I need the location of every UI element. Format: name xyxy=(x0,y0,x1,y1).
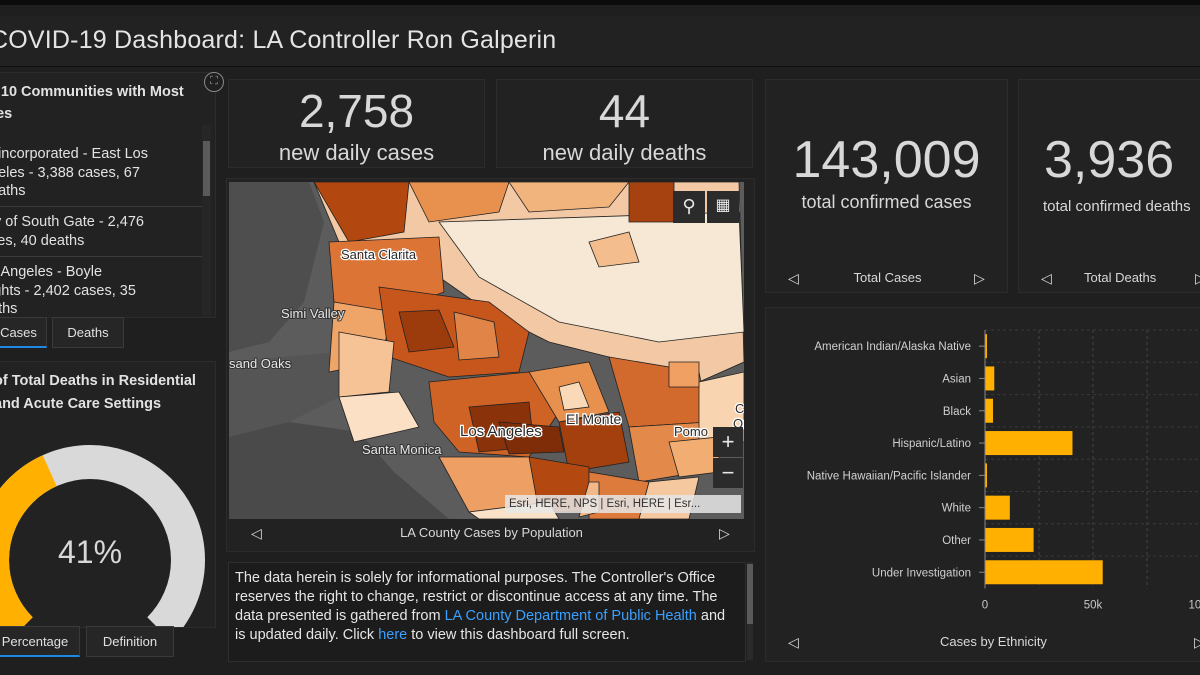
prev-arrow-icon[interactable]: ◁ xyxy=(788,270,799,286)
gauge-fill xyxy=(0,455,58,627)
total-deaths-value: 3,936 xyxy=(1044,131,1175,189)
next-arrow-icon[interactable]: ▷ xyxy=(719,525,730,541)
bar xyxy=(985,334,987,359)
gauge-value: 41% xyxy=(57,534,123,570)
next-arrow-icon[interactable]: ▷ xyxy=(974,270,985,286)
gauge-track xyxy=(0,445,205,627)
bar xyxy=(985,398,993,423)
x-tick-label: 50k xyxy=(1084,599,1103,611)
category-label: Black xyxy=(943,406,971,418)
map-label-santa-monica: Santa Monica xyxy=(362,442,442,457)
map-panel: Santa Clarita Simi Valley sand Oaks Los … xyxy=(226,178,755,552)
map-label-el-monte: El Monte xyxy=(566,411,621,427)
bar xyxy=(985,495,1010,520)
top-strip xyxy=(0,0,1200,5)
about-text: The data herein is solely for informatio… xyxy=(229,563,745,645)
map-search-icon[interactable]: ⚲ xyxy=(673,191,705,223)
map-label-thousand-oaks: sand Oaks xyxy=(229,356,292,371)
map-label-cucamonga: Cu xyxy=(735,401,744,416)
list-item[interactable]: s Angeles - Boyle ights - 2,402 cases, 3… xyxy=(0,264,136,317)
category-label: American Indian/Alaska Native xyxy=(814,341,971,353)
dashboard-header: COVID-19 Dashboard: LA Controller Ron Ga… xyxy=(0,16,1200,67)
bar xyxy=(985,366,995,391)
total-cases-nav-label: Total Cases xyxy=(853,270,922,285)
total-cases-label: total confirmed cases xyxy=(801,192,972,212)
about-scrollbar[interactable] xyxy=(747,562,753,660)
total-deaths-indicator: 3,936 total confirmed deaths ◁ Total Dea… xyxy=(1018,79,1200,293)
ethnicity-nav: ◁ Cases by Ethnicity ▷ xyxy=(766,634,1200,654)
expand-icon[interactable]: ⛶ xyxy=(204,72,224,92)
tab-percentage[interactable]: Percentage xyxy=(0,626,80,657)
category-label: Other xyxy=(942,535,971,547)
fullscreen-link[interactable]: here xyxy=(378,627,408,643)
bar xyxy=(985,431,1073,456)
map-attribution: Esri, HERE, NPS | Esri, HERE | Esr... xyxy=(505,495,741,513)
about-text-3: to view this dashboard full screen. xyxy=(407,627,630,643)
daily-deaths-value: 44 xyxy=(598,85,651,137)
daily-deaths-label: new daily deaths xyxy=(542,140,707,165)
map-nav: ◁ LA County Cases by Population ▷ xyxy=(227,525,754,545)
map-label-los-angeles: Los Angeles xyxy=(460,423,542,440)
category-label: White xyxy=(942,503,971,515)
daily-cases-label: new daily cases xyxy=(278,140,435,165)
total-deaths-label: total confirmed deaths xyxy=(1043,198,1191,215)
zoom-in-button[interactable]: + xyxy=(713,427,743,457)
ethnicity-chart-panel: American Indian/Alaska Native Asian Black H… xyxy=(765,307,1200,662)
about-text-2: and is updated daily. Click xyxy=(235,608,726,643)
bar xyxy=(985,463,987,488)
about-panel: The data herein is solely for informatio… xyxy=(228,562,746,662)
ethnicity-bar-chart: American Indian/Alaska Native Asian Black H… xyxy=(807,329,1200,611)
prev-arrow-icon[interactable]: ◁ xyxy=(251,525,262,541)
gauge-panel: of Total Deaths in Residential and Acute… xyxy=(0,361,216,628)
about-scrollbar-thumb[interactable] xyxy=(747,564,753,624)
daily-deaths-indicator: 44 new daily deaths xyxy=(496,79,753,168)
map-label-simi-valley: Simi Valley xyxy=(281,306,345,321)
page-title: COVID-19 Dashboard: LA Controller Ron Ga… xyxy=(0,26,557,54)
dph-link[interactable]: LA County Department of Public Health xyxy=(444,608,697,624)
tab-cases[interactable]: Cases xyxy=(0,317,47,348)
bar xyxy=(985,527,1034,552)
list-divider xyxy=(0,206,203,207)
total-deaths-nav-label: Total Deaths xyxy=(1084,270,1157,285)
next-arrow-icon[interactable]: ▷ xyxy=(1194,634,1200,651)
category-label: Native Hawaiian/Pacific Islander xyxy=(807,470,971,482)
ethnicity-nav-label: Cases by Ethnicity xyxy=(940,634,1047,649)
total-deaths-nav: ◁ Total Deaths ▷ xyxy=(1019,270,1200,288)
top-communities-panel: p 10 Communities with Most ses nincorpor… xyxy=(0,72,216,318)
list-divider xyxy=(0,256,203,257)
tab-deaths[interactable]: Deaths xyxy=(52,317,124,348)
choropleth-map[interactable]: Santa Clarita Simi Valley sand Oaks Los … xyxy=(229,182,744,519)
prev-arrow-icon[interactable]: ◁ xyxy=(1041,270,1052,286)
category-label: Under Investigation xyxy=(872,567,971,579)
daily-cases-value: 2,758 xyxy=(298,85,415,137)
list-item[interactable]: ty of South Gate - 2,476 ses, 40 deaths xyxy=(0,214,144,249)
zoom-out-button[interactable]: − xyxy=(713,458,743,488)
next-arrow-icon[interactable]: ▷ xyxy=(1195,270,1200,287)
total-cases-nav: ◁ Total Cases ▷ xyxy=(766,270,1007,288)
gauge-chart xyxy=(0,445,205,627)
list-scrollbar-thumb[interactable] xyxy=(203,141,210,196)
daily-cases-indicator: 2,758 new daily cases xyxy=(228,79,485,168)
gauge-title: of Total Deaths in Residential and Acute… xyxy=(0,373,196,412)
category-label: Asian xyxy=(942,373,971,385)
map-nav-label: LA County Cases by Population xyxy=(400,525,583,540)
map-label-pomona: Pomo xyxy=(674,424,708,439)
total-cases-indicator: 143,009 total confirmed cases ◁ Total Ca… xyxy=(765,79,1008,293)
x-tick-label: 100k xyxy=(1189,599,1200,611)
map-label-santa-clarita: Santa Clarita xyxy=(341,247,417,262)
about-text-1: The data herein is solely for informatio… xyxy=(235,570,718,624)
category-label: Hispanic/Latino xyxy=(892,438,971,450)
total-cases-value: 143,009 xyxy=(792,131,981,189)
bar xyxy=(985,560,1103,585)
list-title: p 10 Communities with Most ses xyxy=(0,84,184,122)
x-tick-label: 0 xyxy=(982,599,988,611)
tab-definition[interactable]: Definition xyxy=(86,626,174,657)
prev-arrow-icon[interactable]: ◁ xyxy=(788,634,799,650)
list-scrollbar-track[interactable] xyxy=(202,125,211,317)
list-item[interactable]: nincorporated - East Los geles - 3,388 c… xyxy=(0,146,148,199)
qr-grid-icon[interactable]: ▦ xyxy=(707,191,739,223)
